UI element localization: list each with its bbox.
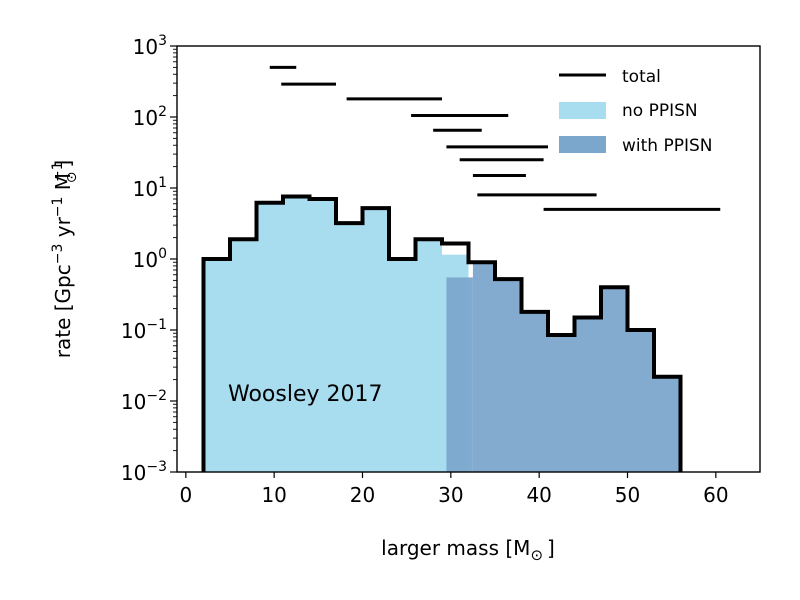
legend: total no PPISN with PPISN <box>559 67 713 156</box>
y-tick-label: 10−3 <box>121 459 167 485</box>
bar-with-ppisn <box>627 330 654 472</box>
axis-ticks: 0 10 20 30 40 50 60 10−3 10−2 10−1 100 101 102 103 <box>121 33 729 507</box>
x-tick-label: 20 <box>350 483 375 507</box>
y-tick-label: 103 <box>133 33 167 59</box>
x-tick-label: 50 <box>615 483 640 507</box>
bar-with-ppisn <box>446 277 473 472</box>
bar-no-ppisn <box>230 239 257 472</box>
x-tick-label: 60 <box>703 483 728 507</box>
y-tick-label: 10−1 <box>121 317 167 343</box>
legend-swatch-no-ppisn <box>559 102 606 119</box>
bar-with-ppisn <box>601 287 628 472</box>
bar-no-ppisn <box>309 198 336 472</box>
x-axis-label: larger mass [M⊙] <box>381 536 555 564</box>
legend-swatch-with-ppisn <box>559 136 606 153</box>
bar-no-ppisn <box>389 259 416 472</box>
legend-label-no-ppisn: no PPISN <box>622 101 698 121</box>
bar-with-ppisn <box>521 311 548 472</box>
y-tick-label: 100 <box>133 246 167 272</box>
bar-with-ppisn <box>472 262 495 472</box>
bar-no-ppisn <box>203 259 230 472</box>
plot-area <box>201 65 721 473</box>
y-tick-label: 101 <box>133 175 167 201</box>
x-tick-label: 0 <box>179 483 192 507</box>
woosley-annotation: Woosley 2017 <box>228 382 383 407</box>
bar-with-ppisn <box>654 376 681 472</box>
bar-with-ppisn <box>574 317 601 472</box>
bar-no-ppisn <box>415 239 442 472</box>
x-tick-label: 30 <box>438 483 463 507</box>
x-tick-label: 40 <box>526 483 551 507</box>
y-tick-label: 10−2 <box>121 388 167 414</box>
bar-with-ppisn <box>548 335 575 472</box>
bar-no-ppisn <box>336 223 363 472</box>
legend-label-total: total <box>622 67 661 87</box>
y-axis-label: rate [Gpc−3 yr−1 M−1⊙] <box>50 160 80 359</box>
bar-no-ppisn <box>283 196 310 473</box>
bar-with-ppisn <box>495 279 522 472</box>
legend-label-with-ppisn: with PPISN <box>622 136 713 156</box>
x-tick-label: 10 <box>261 483 286 507</box>
y-tick-label: 102 <box>133 104 167 130</box>
bar-no-ppisn <box>362 208 389 472</box>
bar-no-ppisn <box>256 202 283 473</box>
total-step-line <box>201 194 683 472</box>
